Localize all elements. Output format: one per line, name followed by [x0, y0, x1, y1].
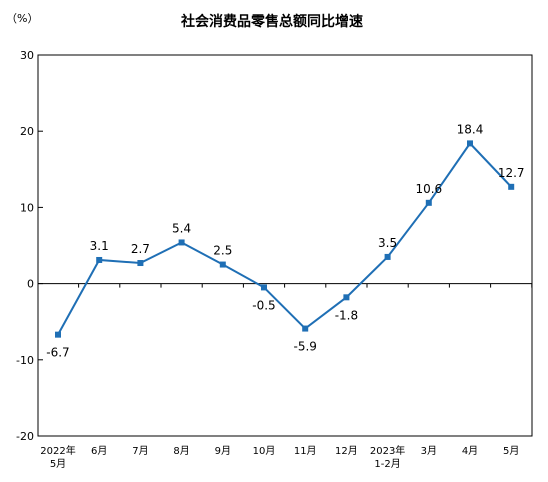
data-point-marker	[343, 294, 350, 301]
data-point-marker	[425, 199, 432, 206]
data-label: -1.8	[335, 308, 358, 322]
data-point-marker	[261, 284, 267, 291]
data-label: 5.4	[172, 221, 191, 235]
x-tick-label: 7月	[132, 445, 148, 457]
x-tick-label: 3月	[421, 445, 437, 457]
data-label: -5.9	[293, 340, 316, 354]
y-tick-label: 20	[20, 125, 34, 138]
data-point-marker	[219, 261, 226, 268]
y-tick-label: 30	[20, 49, 34, 62]
series-line-group: -6.7 3.1 2.7 5.4 2.5 -0.5 -5.9 -1.8 3.5 10.6 18.4 1…	[46, 122, 524, 359]
data-label: 3.5	[378, 236, 397, 250]
x-tick-label: 2022年	[40, 444, 75, 457]
data-label: 3.1	[90, 239, 109, 253]
y-tick-label: 10	[20, 201, 34, 214]
data-point-marker	[178, 239, 185, 246]
plot-frame	[37, 54, 533, 437]
data-label: -6.7	[46, 346, 69, 360]
data-label: 2.5	[213, 244, 232, 258]
x-tick-label: 5月	[503, 445, 519, 457]
x-tick-label: 8月	[173, 445, 189, 457]
y-tick-label: -20	[16, 430, 34, 443]
x-tick-label: 2023年	[370, 444, 405, 457]
x-tick-label: 10月	[253, 445, 276, 457]
data-point-marker	[55, 331, 61, 338]
x-tick-label: 12月	[335, 445, 358, 457]
data-point-marker	[467, 140, 473, 147]
data-label: -0.5	[252, 298, 275, 312]
data-point-marker	[96, 256, 103, 263]
y-axis-unit: （%）	[6, 12, 38, 25]
data-point-marker	[137, 260, 144, 267]
y-tick-label: -10	[16, 354, 34, 367]
x-tick-label: 9月	[215, 445, 231, 457]
x-tick-label: 5月	[50, 458, 66, 470]
x-tick-label: 1-2月	[374, 458, 400, 470]
chart-title: 社会消费品零售总额同比增速	[180, 13, 363, 30]
data-point-marker	[508, 183, 515, 190]
data-point-marker	[384, 253, 391, 260]
x-tick-label: 11月	[294, 445, 317, 457]
data-label: 10.6	[415, 182, 442, 196]
data-point-marker	[302, 325, 309, 332]
data-label: 18.4	[457, 122, 484, 136]
y-tick-label: 0	[27, 278, 34, 291]
y-axis: -20 -10 0 10 20 30	[16, 49, 43, 443]
data-label: 12.7	[498, 166, 525, 180]
series-line	[57, 141, 512, 336]
x-tick-label: 6月	[91, 445, 107, 457]
data-label: 2.7	[131, 242, 150, 256]
x-tick-label: 4月	[462, 445, 478, 457]
